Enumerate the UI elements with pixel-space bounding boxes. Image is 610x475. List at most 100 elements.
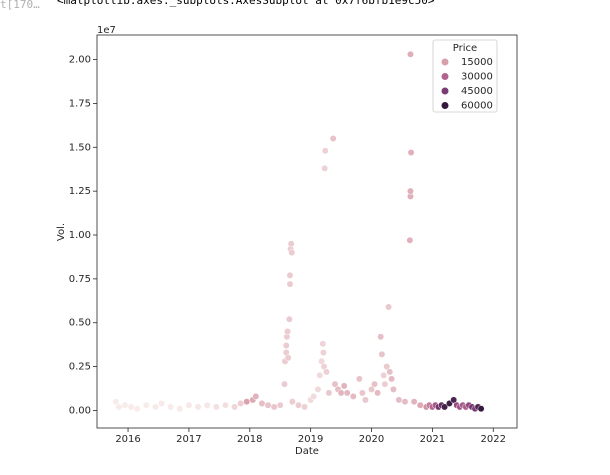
point — [158, 399, 165, 407]
x-tick-label: 2019 — [298, 434, 323, 445]
point — [252, 392, 260, 400]
point — [410, 398, 418, 406]
point — [389, 385, 397, 393]
point — [121, 401, 129, 409]
y-offset-label: 1e7 — [97, 25, 116, 36]
point — [276, 401, 284, 409]
legend-marker — [441, 102, 449, 109]
point — [295, 401, 302, 409]
point — [343, 389, 351, 397]
x-tick-label: 2017 — [176, 434, 201, 445]
point — [127, 403, 135, 411]
y-tick-label: 1.50 — [69, 142, 91, 153]
legend-box — [432, 39, 498, 113]
point — [284, 354, 292, 362]
point — [286, 280, 294, 288]
x-axis-label: Date — [295, 446, 319, 457]
point — [288, 249, 296, 257]
point — [167, 403, 175, 411]
point — [407, 149, 415, 156]
point — [377, 333, 385, 341]
legend-label: 15000 — [461, 57, 493, 68]
point — [407, 187, 414, 195]
point — [416, 401, 424, 409]
point — [237, 399, 245, 407]
point — [368, 385, 375, 393]
point — [310, 392, 318, 400]
point — [321, 147, 329, 155]
point — [329, 135, 337, 142]
point — [401, 398, 409, 406]
y-tick-label: 0.00 — [69, 405, 91, 416]
y-tick-label: 1.25 — [69, 186, 91, 197]
point — [340, 382, 348, 390]
y-tick-label: 1.00 — [69, 230, 91, 241]
point — [151, 403, 159, 411]
point — [388, 375, 396, 383]
point — [314, 385, 322, 393]
y-axis-label: Vol. — [56, 223, 67, 241]
point — [381, 380, 389, 388]
points — [112, 50, 485, 413]
cell-prompt: t[170… — [0, 0, 40, 11]
point — [194, 403, 202, 411]
legend-marker — [441, 87, 449, 95]
legend: Price 15000 30000 45000 60000 — [432, 39, 498, 113]
point — [385, 303, 393, 311]
x-tick-label: 2016 — [115, 434, 140, 445]
point — [323, 368, 330, 376]
point — [325, 389, 333, 397]
point — [319, 340, 327, 348]
y-tick-label: 2.00 — [69, 55, 91, 66]
legend-label: 45000 — [461, 86, 493, 97]
legend-marker — [441, 58, 449, 66]
cell-output: <matplotlib.axes._subplots.AxesSubplot a… — [57, 0, 435, 7]
point — [374, 389, 382, 397]
point — [386, 368, 394, 376]
point — [243, 398, 251, 406]
point — [212, 403, 220, 411]
y-tick-label: 0.75 — [69, 274, 91, 285]
point — [380, 371, 388, 379]
point — [288, 398, 296, 406]
plot-frame — [96, 34, 518, 429]
point — [378, 350, 386, 358]
point — [286, 271, 294, 279]
point — [284, 328, 291, 335]
point — [142, 401, 150, 409]
legend-marker — [441, 73, 449, 80]
point — [231, 403, 239, 411]
point — [285, 315, 293, 323]
point — [395, 396, 403, 404]
point — [321, 164, 329, 172]
x-tick-label: 2020 — [359, 434, 384, 445]
point — [203, 401, 211, 409]
point — [264, 401, 272, 409]
point — [407, 50, 414, 58]
point — [349, 392, 357, 400]
point — [406, 236, 414, 244]
point — [316, 371, 324, 379]
point — [355, 375, 363, 383]
y-tick-label: 1.75 — [69, 98, 91, 109]
point — [337, 389, 345, 397]
point — [176, 405, 184, 413]
point — [258, 399, 266, 407]
y-tick-label: 0.50 — [69, 318, 91, 329]
point — [221, 401, 229, 409]
point — [287, 240, 295, 248]
point — [358, 389, 366, 397]
point — [270, 403, 278, 411]
point — [371, 380, 379, 388]
point — [383, 363, 391, 371]
x-tick-label: 2018 — [237, 434, 262, 445]
x-tick-label: 2021 — [420, 434, 445, 445]
legend-title: Price — [453, 43, 477, 54]
legend-label: 60000 — [461, 101, 493, 112]
point — [115, 403, 123, 411]
legend-label: 30000 — [461, 72, 493, 83]
point — [112, 398, 120, 406]
point — [185, 401, 193, 409]
point — [281, 380, 288, 388]
